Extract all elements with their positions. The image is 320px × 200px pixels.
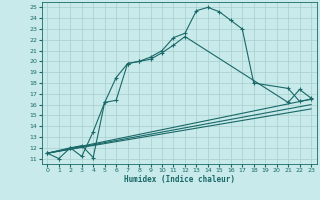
X-axis label: Humidex (Indice chaleur): Humidex (Indice chaleur) — [124, 175, 235, 184]
